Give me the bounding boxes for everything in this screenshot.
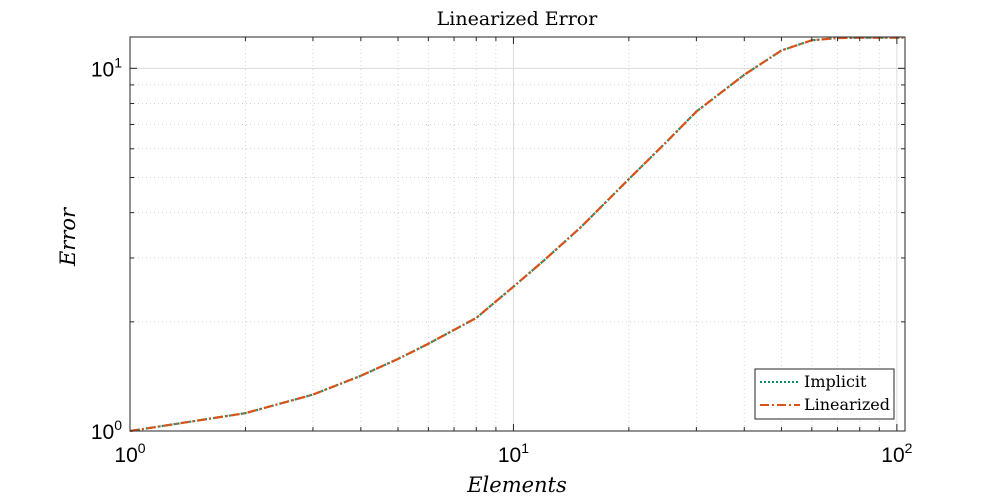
tick-label-exponent: 1	[114, 54, 122, 70]
x-tick-label: 100	[114, 440, 145, 467]
series-line-linearized	[129, 36, 905, 433]
x-tick-label: 102	[881, 440, 912, 467]
tick-label-base: 10	[881, 444, 904, 467]
tick-label-exponent: 0	[138, 440, 146, 456]
tick-label-base: 10	[498, 444, 521, 467]
legend: Implicit Linearized	[754, 368, 895, 420]
chart-title: Linearized Error	[437, 8, 599, 30]
tick-label-base: 10	[91, 421, 114, 444]
legend-label-implicit: Implicit	[804, 372, 867, 391]
tick-label-base: 10	[91, 58, 114, 81]
x-axis-label: Elements	[466, 473, 567, 497]
plot-area	[130, 37, 905, 431]
legend-label-linearized: Linearized	[804, 395, 890, 414]
y-tick-label: 100	[91, 417, 122, 444]
tick-marks	[129, 37, 905, 432]
plot-frame	[129, 36, 906, 432]
y-axis-label: Error	[56, 206, 80, 267]
legend-box	[754, 368, 895, 420]
tick-label-exponent: 2	[905, 440, 913, 456]
series-lines	[129, 36, 905, 433]
tick-label-exponent: 1	[521, 440, 529, 456]
x-tick-label: 101	[498, 440, 529, 467]
y-tick-label: 101	[91, 54, 122, 81]
x-tick-labels: 100 101 102	[114, 440, 912, 467]
tick-label-base: 10	[114, 444, 137, 467]
tick-label-exponent: 0	[114, 417, 122, 433]
